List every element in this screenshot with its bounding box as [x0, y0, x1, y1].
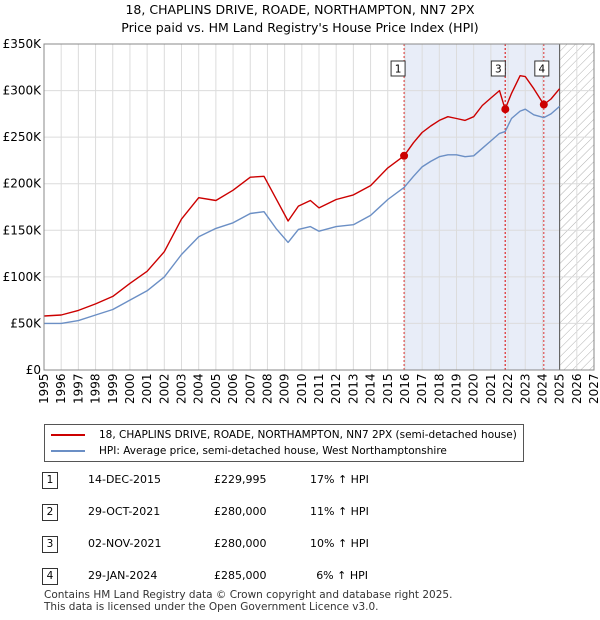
- sale-date: 02-NOV-2021: [88, 537, 162, 550]
- legend-swatch-property: [51, 434, 85, 436]
- sale-hpi-diff: 17% ↑ HPI: [310, 473, 369, 486]
- legend-item-property: 18, CHAPLINS DRIVE, ROADE, NORTHAMPTON, …: [45, 427, 517, 443]
- sale-marker-label: 4: [538, 64, 545, 76]
- x-tick-label: 2007: [243, 373, 257, 404]
- x-tick-label: 2022: [501, 373, 515, 404]
- x-tick-label: 2027: [587, 373, 600, 404]
- series-line-hpi: [44, 105, 561, 325]
- x-tick-label: 2013: [346, 373, 360, 404]
- x-tick-label: 1995: [37, 373, 51, 404]
- x-tick-label: 2019: [450, 373, 464, 404]
- y-tick-label: £0: [26, 363, 41, 377]
- chart-title-line1: 18, CHAPLINS DRIVE, ROADE, NORTHAMPTON, …: [125, 2, 475, 17]
- sale-hpi-diff: 10% ↑ HPI: [310, 537, 369, 550]
- y-tick-label: £200K: [3, 177, 43, 191]
- x-tick-label: 1999: [106, 373, 120, 404]
- sale-marker-label-box: [534, 60, 550, 77]
- sale-price: £285,000: [214, 569, 267, 582]
- sale-point: [501, 105, 510, 114]
- sale-marker-label: 3: [495, 64, 502, 76]
- x-tick-label: 2024: [535, 373, 549, 404]
- sale-hpi-diff: 11% ↑ HPI: [310, 505, 369, 518]
- x-tick-label: 2011: [312, 373, 326, 404]
- legend-swatch-hpi: [51, 450, 85, 452]
- footer-licence: This data is licensed under the Open Gov…: [44, 600, 379, 613]
- y-tick-label: £250K: [3, 130, 43, 144]
- plot-border: [43, 43, 595, 371]
- x-tick-label: 1997: [71, 373, 85, 404]
- sale-date: 29-OCT-2021: [88, 505, 161, 518]
- x-tick-label: 2008: [260, 373, 274, 404]
- x-tick-label: 2003: [175, 373, 189, 404]
- x-tick-label: 2000: [123, 373, 137, 404]
- sale-marker-label-box: [390, 60, 406, 77]
- sale-date: 14-DEC-2015: [88, 473, 162, 486]
- x-tick-label: 2010: [295, 373, 309, 404]
- x-tick-label: 2018: [432, 373, 446, 404]
- y-tick-label: £300K: [3, 84, 43, 98]
- sale-price: £280,000: [214, 537, 267, 550]
- x-tick-label: 2014: [364, 373, 378, 404]
- x-tick-label: 2001: [140, 373, 154, 404]
- chart-title-line2: Price paid vs. HM Land Registry's House …: [121, 20, 479, 35]
- sale-number-badge: 1: [42, 472, 58, 489]
- sale-marker-label-box: [490, 60, 506, 77]
- x-tick-label: 2017: [415, 373, 429, 404]
- x-tick-label: 2005: [209, 373, 223, 404]
- x-tick-label: 2009: [278, 373, 292, 404]
- price-chart: 1 3 4 £0 £50K £100K £150K £200K £250K £300K £350K 1…: [3, 37, 600, 404]
- legend-label-hpi: HPI: Average price, semi-detached house,…: [99, 445, 447, 457]
- x-tick-label: 1996: [54, 373, 68, 404]
- x-tick-label: 2002: [157, 373, 171, 404]
- x-tick-label: 2020: [467, 373, 481, 404]
- sale-marker-label: 1: [395, 64, 402, 76]
- x-tick-label: 2016: [398, 373, 412, 404]
- y-tick-label: £350K: [3, 37, 43, 51]
- sale-number-badge: 4: [42, 568, 58, 585]
- x-tick-label: 2012: [329, 373, 343, 404]
- post-sale-shading: [404, 44, 560, 370]
- sale-number-badge: 2: [42, 504, 58, 521]
- x-tick-label: 2004: [192, 373, 206, 404]
- sale-point: [400, 151, 409, 160]
- y-tick-label: £50K: [10, 316, 42, 330]
- legend-item-hpi: HPI: Average price, semi-detached house,…: [45, 443, 447, 459]
- footer-attribution: Contains HM Land Registry data © Crown c…: [44, 589, 453, 613]
- sale-date: 29-JAN-2024: [88, 569, 158, 582]
- sale-price: £229,995: [214, 473, 267, 486]
- footer-copyright: Contains HM Land Registry data © Crown c…: [44, 589, 453, 601]
- chart-legend: 18, CHAPLINS DRIVE, ROADE, NORTHAMPTON, …: [44, 424, 524, 462]
- y-tick-label: £100K: [3, 270, 43, 284]
- x-tick-label: 1998: [89, 373, 103, 404]
- sale-point: [539, 100, 548, 109]
- sale-price: £280,000: [214, 505, 267, 518]
- sale-number-badge: 3: [42, 536, 58, 553]
- x-tick-label: 2006: [226, 373, 240, 404]
- y-tick-label: £150K: [3, 223, 43, 237]
- x-tick-label: 2021: [484, 373, 498, 404]
- x-tick-label: 2015: [381, 373, 395, 404]
- sale-hpi-diff: 6% ↑ HPI: [316, 569, 368, 582]
- x-tick-label: 2026: [570, 373, 584, 404]
- x-tick-label: 2025: [553, 373, 567, 404]
- legend-label-property: 18, CHAPLINS DRIVE, ROADE, NORTHAMPTON, …: [99, 429, 517, 441]
- x-tick-label: 2023: [518, 373, 532, 404]
